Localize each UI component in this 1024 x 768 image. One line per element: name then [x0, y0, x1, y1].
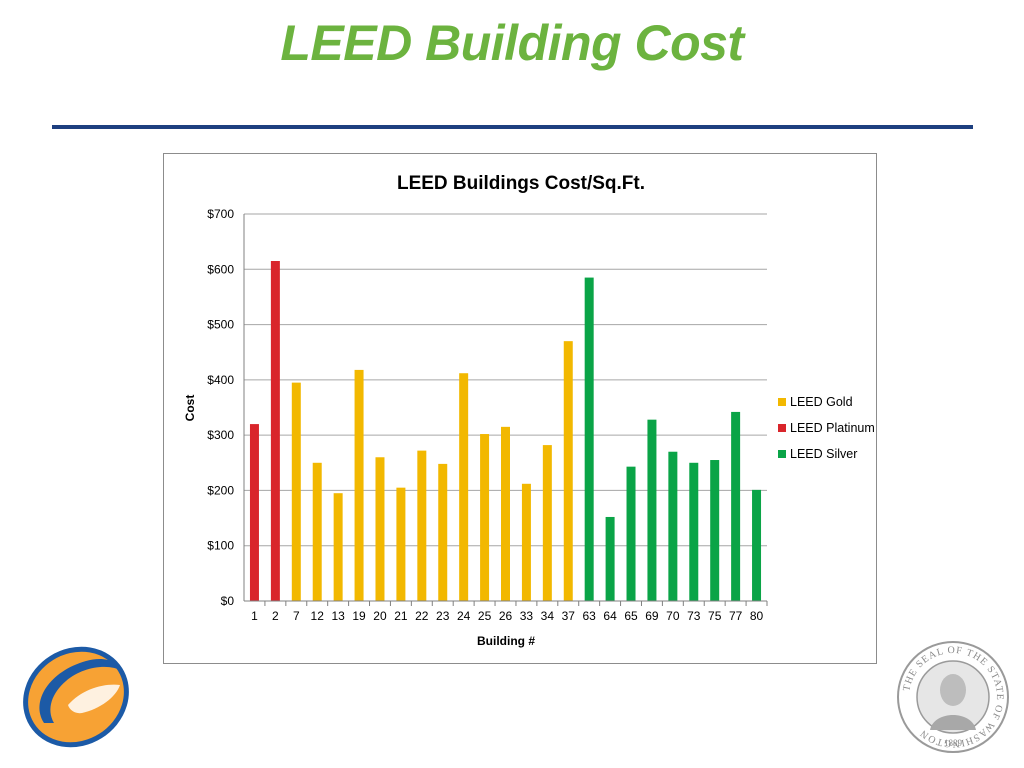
- legend-label-silver: LEED Silver: [790, 447, 857, 461]
- bar-building-26: [501, 426, 510, 601]
- y-tick-label: $500: [207, 318, 234, 332]
- x-tick-label: 26: [499, 609, 513, 623]
- x-tick-label: 7: [293, 609, 300, 623]
- x-tick-label: 37: [562, 609, 576, 623]
- y-tick-label: $0: [221, 594, 235, 608]
- x-tick-label: 25: [478, 609, 492, 623]
- bar-building-80: [752, 489, 762, 601]
- x-tick-label: 12: [311, 609, 325, 623]
- x-tick-label: 21: [394, 609, 408, 623]
- y-tick-label: $200: [207, 483, 234, 497]
- agency-logo: [23, 646, 129, 748]
- x-tick-label: 65: [624, 609, 638, 623]
- y-axis-label: Cost: [183, 395, 197, 422]
- x-tick-label: 33: [520, 609, 534, 623]
- bar-building-24: [459, 373, 469, 601]
- slide-title: LEED Building Cost: [280, 15, 744, 71]
- bar-building-37: [563, 341, 573, 601]
- bar-building-13: [333, 493, 343, 601]
- bar-building-25: [480, 434, 490, 601]
- x-tick-label: 64: [603, 609, 617, 623]
- x-tick-label: 20: [373, 609, 387, 623]
- x-axis-label: Building #: [477, 634, 535, 648]
- bar-building-70: [668, 451, 678, 601]
- bar-building-75: [710, 460, 720, 601]
- bar-building-21: [396, 487, 406, 601]
- chart-frame: LEED Buildings Cost/Sq.Ft. Cost Building…: [163, 153, 877, 664]
- y-tick-label: $100: [207, 539, 234, 553]
- x-tick-label: 34: [541, 609, 555, 623]
- bar-building-34: [542, 445, 552, 601]
- bar-building-77: [731, 411, 741, 601]
- x-tick-label: 23: [436, 609, 450, 623]
- bar-building-64: [605, 516, 615, 601]
- bar-building-2: [270, 260, 280, 601]
- x-tick-label: 69: [645, 609, 659, 623]
- x-tick-label: 80: [750, 609, 764, 623]
- bar-building-65: [626, 466, 636, 601]
- bar-building-23: [438, 463, 448, 601]
- legend-swatch-gold: [778, 398, 786, 406]
- bar-building-12: [312, 462, 322, 601]
- x-tick-label: 63: [583, 609, 597, 623]
- bar-building-73: [689, 462, 699, 601]
- bar-building-33: [521, 483, 531, 601]
- bar-building-1: [249, 424, 259, 601]
- x-tick-label: 24: [457, 609, 471, 623]
- bar-building-63: [584, 277, 594, 601]
- seal-year: 1889: [944, 738, 963, 748]
- washington-state-seal: THE SEAL OF THE STATE OF WASHINGTON 1889: [897, 641, 1009, 753]
- y-tick-label: $300: [207, 428, 234, 442]
- x-tick-label: 75: [708, 609, 722, 623]
- legend-label-platinum: LEED Platinum: [790, 421, 875, 435]
- bar-building-19: [354, 369, 364, 601]
- chart-title: LEED Buildings Cost/Sq.Ft.: [397, 173, 645, 194]
- y-tick-label: $400: [207, 373, 234, 387]
- legend-swatch-platinum: [778, 424, 786, 432]
- legend-swatch-silver: [778, 450, 786, 458]
- x-tick-label: 19: [352, 609, 366, 623]
- x-tick-label: 22: [415, 609, 429, 623]
- x-tick-label: 2: [272, 609, 279, 623]
- y-tick-label: $700: [207, 207, 234, 221]
- y-tick-label: $600: [207, 262, 234, 276]
- x-tick-label: 1: [251, 609, 258, 623]
- bar-building-20: [375, 457, 385, 601]
- bar-building-69: [647, 419, 657, 601]
- title-divider: [52, 125, 973, 129]
- x-tick-label: 73: [687, 609, 701, 623]
- x-tick-label: 77: [729, 609, 743, 623]
- bar-building-7: [291, 382, 301, 601]
- legend-label-gold: LEED Gold: [790, 395, 853, 409]
- bar-chart: LEED Buildings Cost/Sq.Ft. Cost Building…: [183, 173, 875, 648]
- x-tick-label: 70: [666, 609, 680, 623]
- bar-building-22: [417, 450, 427, 601]
- x-tick-label: 13: [331, 609, 345, 623]
